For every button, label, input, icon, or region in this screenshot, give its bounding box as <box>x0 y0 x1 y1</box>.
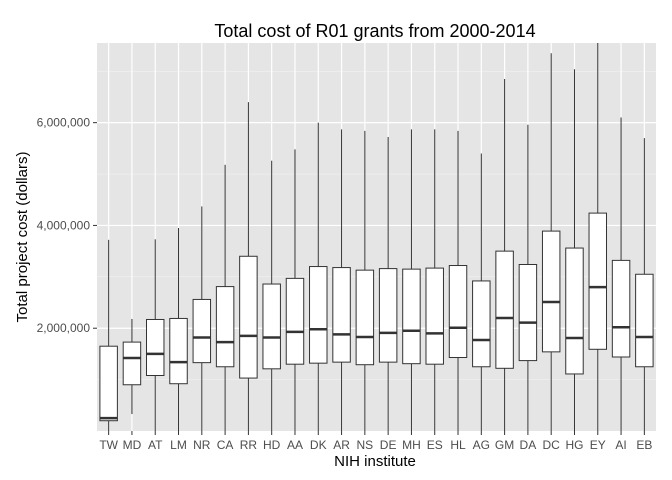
x-axis: TW MD AT LM NR CA RR HD AA DK AR NS DE MH ES HL AG GM DA DC… <box>99 431 652 452</box>
x-tick-label: CA <box>217 438 234 452</box>
box-hd <box>262 160 281 431</box>
iqr-box <box>215 286 235 368</box>
iqr-box <box>145 318 165 376</box>
iqr-box <box>518 263 538 362</box>
y-tick-label: 2,000,000 <box>37 321 91 335</box>
y-axis: 2,000,000 4,000,000 6,000,000 <box>37 116 97 335</box>
x-tick-label: DC <box>543 438 561 452</box>
iqr-box <box>472 280 491 368</box>
box-mh <box>402 129 421 431</box>
iqr-box <box>611 259 631 358</box>
box-dk <box>309 122 328 431</box>
box-aa <box>285 149 305 431</box>
iqr-box <box>635 273 654 368</box>
box-dc <box>541 53 561 431</box>
iqr-box <box>99 345 118 422</box>
box-ey <box>588 43 608 431</box>
x-tick-label: DA <box>520 438 537 452</box>
iqr-box <box>262 283 281 370</box>
x-tick-label: NR <box>193 438 211 452</box>
x-tick-label: HD <box>263 438 281 452</box>
box-rr <box>239 102 258 431</box>
chart-title: Total cost of R01 grants from 2000-2014 <box>214 21 535 41</box>
x-tick-label: ES <box>427 438 443 452</box>
x-tick-label: HL <box>450 438 466 452</box>
box-ag <box>472 153 491 431</box>
box-es <box>425 129 444 431</box>
x-tick-label: TW <box>99 438 118 452</box>
box-md <box>122 318 142 415</box>
iqr-box <box>355 269 375 366</box>
box-series <box>99 43 654 431</box>
iqr-box <box>192 298 212 364</box>
x-tick-label: RR <box>240 438 258 452</box>
iqr-box <box>402 268 421 365</box>
x-axis-title: NIH institute <box>334 453 416 470</box>
box-ns <box>355 130 375 431</box>
x-tick-label: AA <box>287 438 303 452</box>
iqr-box <box>565 247 584 375</box>
x-tick-label: EB <box>636 438 652 452</box>
x-tick-label: DE <box>380 438 397 452</box>
y-tick-label: 4,000,000 <box>37 218 91 232</box>
box-nr <box>192 206 212 431</box>
iqr-box <box>309 266 328 364</box>
y-axis-title: Total project cost (dollars) <box>14 152 31 323</box>
iqr-box <box>378 268 398 363</box>
x-tick-label: AG <box>473 438 490 452</box>
box-ai <box>611 117 631 431</box>
iqr-box <box>425 267 444 365</box>
x-tick-label: HG <box>565 438 583 452</box>
iqr-box <box>285 277 305 365</box>
x-tick-label: LM <box>170 438 187 452</box>
x-tick-label: AT <box>148 438 163 452</box>
plot-panel <box>97 43 656 431</box>
iqr-box <box>239 255 258 379</box>
iqr-box <box>169 317 188 385</box>
box-lm <box>169 228 188 431</box>
x-tick-label: MH <box>402 438 421 452</box>
x-tick-label: NS <box>357 438 374 452</box>
box-hl <box>448 130 468 431</box>
x-tick-label: GM <box>495 438 514 452</box>
box-ar <box>332 129 351 431</box>
x-tick-label: AI <box>615 438 626 452</box>
iqr-box <box>495 250 514 369</box>
iqr-box <box>332 267 351 363</box>
iqr-box <box>588 212 608 350</box>
box-tw <box>99 239 118 431</box>
x-tick-label: EY <box>590 438 606 452</box>
x-tick-label: MD <box>123 438 142 452</box>
box-da <box>518 124 538 431</box>
box-ca <box>215 164 235 431</box>
x-tick-label: AR <box>333 438 350 452</box>
box-de <box>378 137 398 431</box>
box-gm <box>495 78 514 431</box>
box-eb <box>635 138 654 431</box>
box-at <box>145 239 165 431</box>
minor-gridlines <box>97 70 656 380</box>
y-tick-label: 6,000,000 <box>37 116 91 130</box>
x-tick-label: DK <box>310 438 327 452</box>
iqr-box <box>448 265 468 359</box>
iqr-box <box>122 341 142 386</box>
iqr-box <box>541 230 561 353</box>
box-hg <box>565 69 584 431</box>
